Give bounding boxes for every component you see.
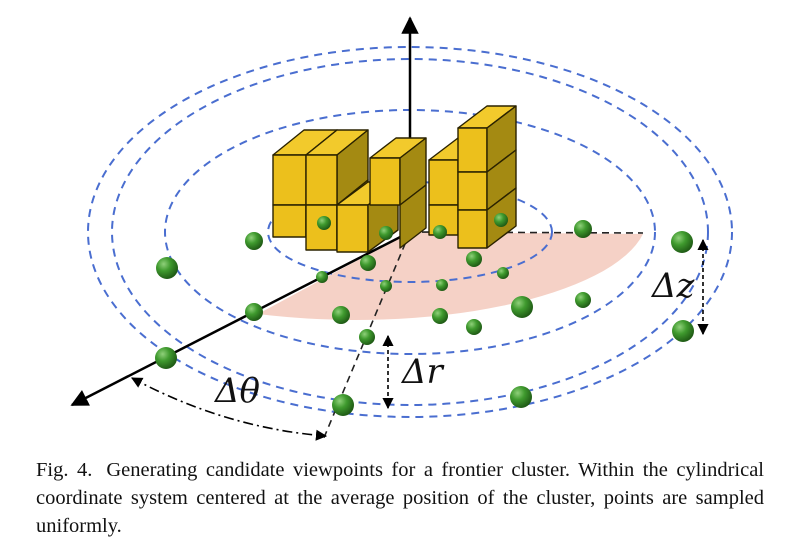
delta-theta-arc [131,377,328,441]
viewpoint-sphere [317,216,331,230]
viewpoint-sphere [155,347,177,369]
viewpoint-sphere [494,213,508,227]
figure-number: Fig. 4. [36,459,93,481]
delta-r-label: Δr [400,352,445,392]
x-axis [70,230,411,407]
viewpoint-sphere [156,257,178,279]
middle-ring [111,58,709,406]
figure-caption: Fig. 4. Generating candidate viewpoints f… [36,456,764,540]
viewpoint-sphere [245,232,263,250]
viewpoint-sphere [497,267,509,279]
viewpoint-sphere [671,231,693,253]
viewpoint-sphere [379,226,393,240]
viewpoint-sphere [574,220,592,238]
viewpoint-sphere [360,255,376,271]
viewpoint-sphere [511,296,533,318]
sampling-sector [258,232,643,320]
outer-ring [87,46,733,418]
delta-z-label: Δz [650,266,696,306]
viewpoint-sphere [433,225,447,239]
viewpoint-sphere [436,279,448,291]
viewpoint-sphere [332,394,354,416]
delta-theta-label: Δθ [213,371,260,411]
viewpoint-sphere [380,280,392,292]
viewpoint-sphere [672,320,694,342]
viewpoint-sphere [432,308,448,324]
figure-diagram: Δθ Δr Δz [70,16,733,441]
viewpoint-sphere [575,292,591,308]
viewpoint-sphere [510,386,532,408]
voxel-cluster [272,105,517,253]
viewpoint-spheres [155,213,694,416]
viewpoint-sphere [316,271,328,283]
viewpoint-sphere [332,306,350,324]
caption-text: Generating candidate viewpoints for a fr… [36,459,764,537]
viewpoint-sphere [466,319,482,335]
viewpoint-sphere [245,303,263,321]
viewpoint-sphere [359,329,375,345]
viewpoint-sphere [466,251,482,267]
